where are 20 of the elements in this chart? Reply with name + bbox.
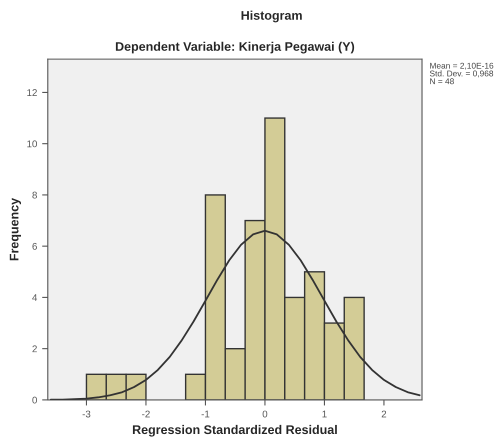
text: Std. Dev. = 0,968 — [430, 70, 494, 78]
chart-subtitle: Dependent Variable: Kinerja Pegawai (Y) — [116, 42, 354, 54]
y-axis-title: Frequency — [10, 198, 21, 260]
text: Mean = 2,10E-16 — [430, 62, 494, 70]
y-tick-label: 8 — [32, 192, 37, 199]
y-tick-label: 0 — [32, 396, 37, 404]
x-tick-label: 2 — [382, 410, 386, 418]
y-tick-label: 6 — [32, 242, 37, 250]
x-tick-label: 0 — [262, 410, 268, 418]
x-tick-label: -1 — [202, 410, 210, 418]
x-tick-label: -2 — [142, 410, 150, 418]
x-tick-label: 1 — [322, 410, 327, 418]
y-tick-label: 10 — [27, 140, 37, 148]
chart-title: Histogram — [242, 10, 302, 22]
text: N = 48 — [430, 78, 454, 84]
x-axis-title: Regression Standardized Residual — [132, 424, 337, 437]
y-tick-label: 4 — [32, 294, 38, 301]
y-tick-label: 12 — [27, 89, 37, 96]
x-tick-label: -3 — [82, 410, 90, 418]
y-tick-label: 2 — [32, 345, 37, 352]
